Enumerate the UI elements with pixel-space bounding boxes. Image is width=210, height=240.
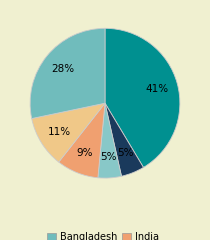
Text: 9%: 9% bbox=[77, 148, 93, 158]
Text: 5%: 5% bbox=[117, 148, 133, 158]
Text: 11%: 11% bbox=[48, 127, 71, 137]
Wedge shape bbox=[105, 28, 180, 168]
Wedge shape bbox=[59, 103, 105, 178]
Wedge shape bbox=[30, 28, 105, 119]
Text: 5%: 5% bbox=[100, 152, 117, 162]
Wedge shape bbox=[32, 103, 105, 162]
Text: 41%: 41% bbox=[145, 84, 169, 94]
Wedge shape bbox=[98, 103, 122, 178]
Legend: Bangladesh, China, El Salvador, India, Nepal, Other: Bangladesh, China, El Salvador, India, N… bbox=[43, 228, 167, 240]
Wedge shape bbox=[105, 103, 143, 176]
Text: 28%: 28% bbox=[52, 64, 75, 74]
